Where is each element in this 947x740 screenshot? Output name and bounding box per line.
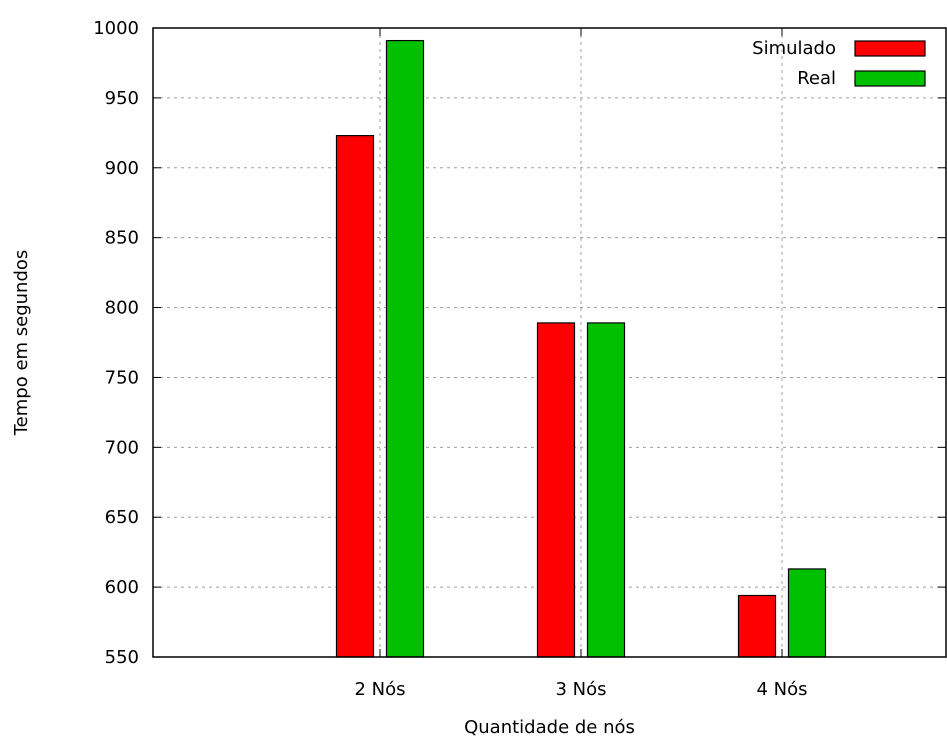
bar-real-3 (586, 322, 626, 658)
y-tick-label: 900 (105, 158, 139, 179)
bar-simulado-4 (737, 594, 777, 658)
y-tick-label: 650 (105, 507, 139, 528)
y-tick-label: 550 (105, 647, 139, 668)
y-axis-title: Tempo em segundos (11, 250, 32, 437)
plot-frame (152, 27, 947, 658)
bar-simulado-3 (536, 322, 576, 658)
y-tick-label: 950 (105, 88, 139, 109)
y-tick-label: 600 (105, 577, 139, 598)
legend: Simulado Real (752, 38, 926, 89)
y-tick-label: 750 (105, 367, 139, 388)
x-axis-title: Quantidade de nós (464, 717, 635, 738)
x-tick-label: 2 Nós (354, 679, 405, 700)
bar-simulado-2 (335, 135, 375, 658)
x-axis-ticks: 2 Nós 3 Nós 4 Nós (354, 28, 808, 700)
legend-label-simulado: Simulado (752, 38, 836, 59)
x-tick-label: 4 Nós (756, 679, 807, 700)
legend-swatch-real (854, 70, 926, 87)
y-tick-label: 800 (105, 298, 139, 319)
legend-swatch-simulado (854, 40, 926, 57)
y-tick-label: 1000 (93, 18, 139, 39)
y-tick-label: 700 (105, 437, 139, 458)
legend-label-real: Real (797, 68, 836, 89)
y-axis-ticks: 550 600 650 700 750 800 850 900 950 1000 (93, 18, 946, 668)
bar-real-2 (385, 39, 425, 658)
x-tick-label: 3 Nós (555, 679, 606, 700)
bar-real-4 (787, 568, 827, 658)
y-tick-label: 850 (105, 228, 139, 249)
